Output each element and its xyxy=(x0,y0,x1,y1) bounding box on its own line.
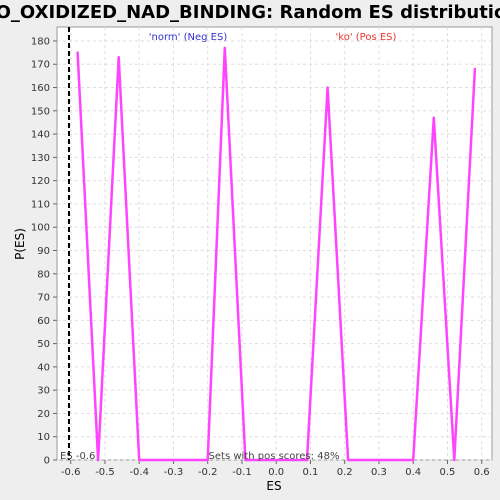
y-tick-label: 90 xyxy=(37,246,50,257)
data-point xyxy=(206,458,209,462)
x-tick-label: 0.0 xyxy=(268,467,284,478)
x-tick-label: 0.3 xyxy=(371,467,387,478)
y-tick-label: 40 xyxy=(37,362,50,373)
x-axis-label: ES xyxy=(266,479,281,493)
es-marker-label: ES -0.6 xyxy=(60,451,95,462)
y-tick-label: 30 xyxy=(37,386,50,397)
data-point xyxy=(412,458,415,462)
data-point xyxy=(244,458,247,462)
neg-es-label: 'norm' (Neg ES) xyxy=(149,32,228,43)
x-tick-label: -0.4 xyxy=(129,467,149,478)
x-axis: -0.6 -0.5 -0.4 -0.3 -0.2 -0.1 0.0 0.1 0.2 0.3 0.4 0… xyxy=(61,460,490,478)
y-tick-label: 180 xyxy=(31,36,50,47)
data-point xyxy=(117,56,120,59)
y-tick-label: 10 xyxy=(37,432,50,443)
x-tick-label: -0.3 xyxy=(164,467,184,478)
y-tick-label: 140 xyxy=(31,130,50,141)
data-point xyxy=(432,116,435,119)
x-tick-label: -0.6 xyxy=(61,467,81,478)
series-group xyxy=(76,46,477,462)
pos-scores-note: Sets with pos scores: 48% xyxy=(209,451,340,462)
data-point xyxy=(453,458,456,462)
data-point xyxy=(96,458,100,462)
x-tick-label: 0.4 xyxy=(405,467,421,478)
x-tick-label: -0.2 xyxy=(198,467,218,478)
y-tick-label: 70 xyxy=(37,293,50,304)
y-tick-label: 100 xyxy=(31,223,50,234)
y-tick-label: 120 xyxy=(31,176,50,187)
y-tick-label: 130 xyxy=(31,153,50,164)
data-point xyxy=(326,86,329,89)
y-tick-label: 150 xyxy=(31,106,50,117)
data-point xyxy=(223,46,227,50)
y-tick-label: 20 xyxy=(37,409,50,420)
y-tick-label: 160 xyxy=(31,83,50,94)
y-tick-label: 110 xyxy=(31,199,50,210)
x-tick-label: 0.6 xyxy=(474,467,490,478)
y-tick-label: 50 xyxy=(37,339,50,350)
data-point xyxy=(346,458,350,462)
y-axis: 0 10 20 30 40 50 60 70 80 90 100 110 120 130 140 150 160… xyxy=(31,36,57,467)
y-tick-label: 60 xyxy=(37,316,50,327)
x-tick-label: -0.1 xyxy=(232,467,252,478)
y-tick-label: 80 xyxy=(37,269,50,280)
data-point xyxy=(138,458,141,462)
y-axis-label: P(ES) xyxy=(13,228,27,260)
x-tick-label: 0.2 xyxy=(337,467,353,478)
pos-es-label: 'ko' (Pos ES) xyxy=(336,32,397,43)
x-tick-label: -0.5 xyxy=(95,467,115,478)
data-point xyxy=(305,458,309,462)
data-point xyxy=(473,67,477,71)
x-tick-label: 0.1 xyxy=(303,467,319,478)
data-point xyxy=(76,51,79,54)
chart-title: GO_OXIDIZED_NAD_BINDING: Random ES distr… xyxy=(0,2,500,23)
grid-lines xyxy=(57,27,492,461)
plot-area xyxy=(56,26,493,461)
y-tick-label: 0 xyxy=(44,456,50,467)
x-tick-label: 0.5 xyxy=(440,467,456,478)
series-line xyxy=(76,46,477,462)
y-tick-label: 170 xyxy=(31,60,50,71)
